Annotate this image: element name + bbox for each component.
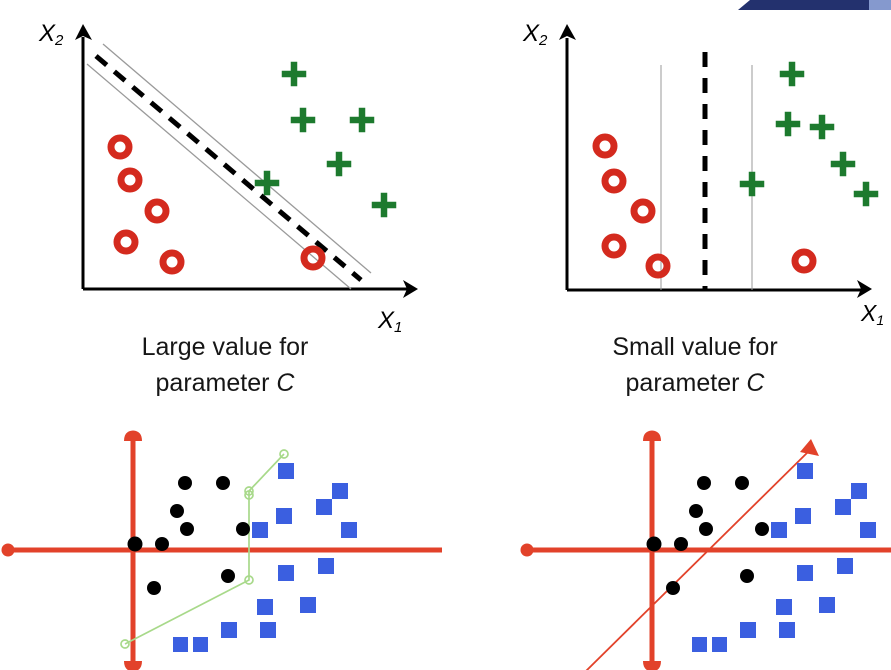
svg-text:Large value for: Large value for xyxy=(142,333,309,361)
svg-text:Small value for: Small value for xyxy=(612,333,777,361)
svg-text:parameter C: parameter C xyxy=(626,369,766,397)
svg-text:X2: X2 xyxy=(522,20,548,49)
svg-text:X2: X2 xyxy=(38,20,64,49)
svg-text:X1: X1 xyxy=(860,300,884,328)
svg-text:parameter C: parameter C xyxy=(156,369,296,397)
svg-text:X1: X1 xyxy=(377,307,402,336)
